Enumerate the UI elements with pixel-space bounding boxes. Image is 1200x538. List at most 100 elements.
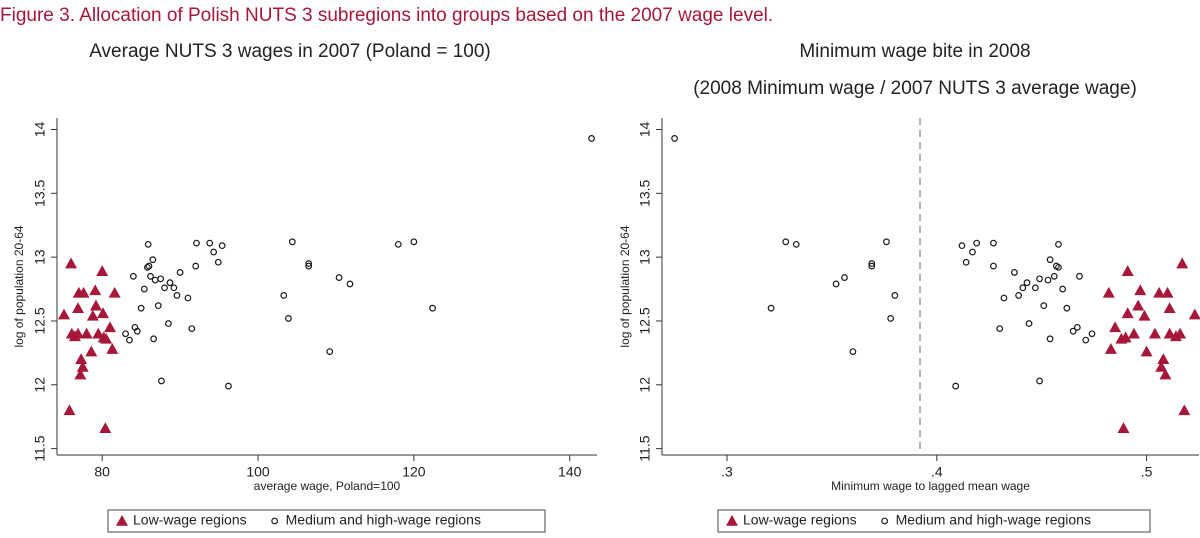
triangle-marker (1121, 307, 1134, 319)
x-tick-label: .5 (1141, 464, 1153, 480)
circle-marker (176, 269, 184, 276)
triangle-marker (89, 284, 102, 296)
circle-marker (1044, 276, 1052, 284)
circle-marker (1050, 272, 1058, 280)
y-tick-label: 13 (32, 249, 48, 265)
circle-marker (170, 284, 178, 292)
circle-marker (1073, 323, 1081, 331)
circle-marker (188, 325, 196, 333)
circle-marker (346, 280, 354, 288)
triangle-marker (1132, 299, 1145, 311)
circle-marker (782, 238, 790, 246)
circle-marker (206, 239, 214, 247)
circle-marker (210, 248, 218, 256)
circle-marker (394, 240, 402, 248)
y-tick-label: 12.5 (637, 307, 653, 334)
circle-marker (1011, 269, 1018, 276)
legend-marker (726, 515, 738, 526)
circle-marker (410, 238, 418, 246)
triangle-marker (1155, 360, 1168, 372)
circle-marker (1000, 294, 1008, 302)
legend-marker (271, 517, 279, 525)
circle-marker (1055, 240, 1062, 248)
circle-marker (1088, 330, 1096, 338)
triangle-marker (1140, 345, 1153, 357)
circle-marker (588, 135, 595, 142)
circle-marker (285, 315, 292, 322)
circle-marker (173, 292, 181, 299)
triangle-marker (103, 321, 116, 333)
circle-marker (849, 348, 857, 356)
circle-marker (335, 274, 343, 281)
triangle-marker (1115, 332, 1128, 344)
circle-marker (996, 325, 1004, 333)
circle-marker (305, 260, 313, 267)
y-tick-label: 12 (32, 377, 48, 393)
x-tick-label: .4 (931, 464, 943, 480)
circle-marker (868, 262, 876, 270)
circle-marker (671, 135, 678, 142)
circle-marker (841, 274, 848, 281)
circle-marker (184, 294, 192, 302)
triangle-marker (63, 404, 76, 416)
triangle-marker (72, 302, 85, 314)
circle-marker (952, 382, 960, 390)
y-tick-label: 13.5 (32, 179, 48, 206)
x-tick-label: .3 (721, 464, 733, 480)
y-tick-label: 12.5 (32, 307, 48, 334)
circle-marker (192, 262, 200, 270)
circle-marker (832, 280, 840, 288)
circle-marker (137, 304, 145, 312)
circle-marker (1063, 304, 1071, 312)
triangle-marker (75, 353, 88, 365)
circle-marker (140, 285, 148, 293)
legend-label: Low-wage regions (133, 512, 247, 528)
y-tick-label: 11.5 (32, 435, 48, 461)
circle-marker (1076, 272, 1083, 280)
circle-marker (958, 242, 966, 250)
legend-label: Medium and high-wage regions (896, 512, 1091, 528)
circle-marker (962, 258, 970, 266)
circle-marker (1031, 284, 1039, 292)
x-tick-label: 140 (558, 464, 582, 480)
circle-marker (1052, 262, 1060, 270)
circle-marker (150, 335, 158, 343)
circle-marker (305, 262, 313, 270)
triangle-marker (108, 286, 121, 298)
triangle-marker (96, 265, 109, 276)
circle-marker (792, 240, 800, 248)
circle-marker (1069, 327, 1077, 335)
figure-title: Figure 3. Allocation of Polish NUTS 3 su… (0, 5, 773, 26)
circle-marker (1036, 377, 1043, 385)
circle-marker (126, 336, 133, 344)
triangle-marker (1117, 422, 1130, 433)
circle-marker (326, 348, 334, 356)
circle-marker (1046, 335, 1054, 343)
triangle-marker (58, 308, 71, 320)
triangle-marker (76, 360, 89, 372)
circle-marker (1046, 256, 1054, 264)
legend-label: Low-wage regions (743, 512, 857, 528)
circle-marker (1023, 279, 1031, 287)
circle-marker (1082, 336, 1090, 344)
x-tick-label: 120 (402, 464, 426, 480)
triangle-marker (106, 343, 119, 354)
circle-marker (133, 327, 141, 335)
circle-marker (1015, 292, 1023, 299)
circle-marker (288, 238, 296, 246)
triangle-marker (65, 257, 78, 269)
circle-marker (151, 276, 159, 284)
triangle-marker (1178, 404, 1191, 416)
circle-marker (969, 248, 976, 256)
circle-marker (891, 292, 899, 299)
triangle-marker (1148, 327, 1161, 339)
triangle-marker (89, 299, 102, 311)
circle-marker (147, 272, 154, 280)
legend-marker (116, 515, 128, 526)
circle-marker (165, 320, 172, 327)
y-tick-label: 14 (637, 121, 653, 137)
x-tick-label: 100 (246, 464, 270, 480)
circle-marker (429, 304, 436, 312)
triangle-marker (77, 286, 90, 298)
